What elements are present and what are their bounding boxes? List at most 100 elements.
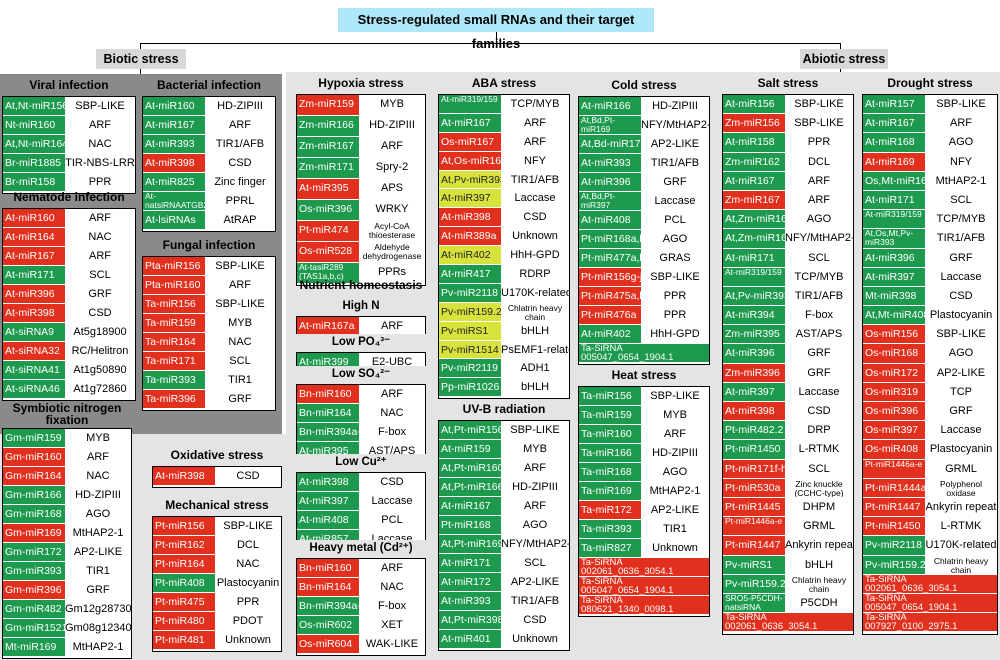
mirna-name: At-miR159 (439, 440, 501, 458)
table-row: Os-miR396 GRF (863, 402, 997, 422)
table-row: Mt-miR169 MtHAP2-1 (3, 638, 131, 657)
table-row: Gm-miR160 ARF (3, 448, 131, 467)
mirna-name: Os-miR156 (863, 325, 925, 344)
mirna-name: At-miR408 (579, 211, 641, 229)
table-row: Pt-miR1447 Ankyrin repeat (723, 536, 853, 556)
target-family: PDOT (215, 612, 281, 630)
mirna-name: Ta-miR169 (579, 482, 641, 500)
table-row: Pv-miRS1 bHLH (439, 321, 569, 341)
table-row: At,Pt-miR166 HD-ZIPIII (439, 478, 569, 497)
mirna-name: At-miR389a (439, 227, 501, 246)
table-row: Pt-miR1444a Polyphenol oxidase (863, 478, 997, 498)
table-row: At-miR398 CSD (439, 208, 569, 228)
mirna-name: At-miR167 (439, 497, 501, 515)
mirna-name: Bn-miR394a-c (297, 597, 359, 615)
target-family: NAC (65, 467, 131, 485)
mirna-name: At,Zm-miR169 (723, 229, 785, 248)
target-family: WAK-LIKE (359, 635, 425, 653)
mirna-name: Os-miR319 (863, 382, 925, 401)
target-family: PPR (215, 593, 281, 611)
mirna-name: Os-miR396 (297, 200, 359, 220)
mirna-name: At-miR157 (863, 95, 925, 114)
highn-table: At-miR167a ARF (296, 316, 426, 338)
mirna-name: At-siRNA46 (3, 380, 65, 398)
mirna-name: Pt-miR171f-h (723, 459, 785, 478)
table-row: At-miR394 F-box (723, 306, 853, 326)
table-row: Gm-miR393 TIR1 (3, 562, 131, 581)
mirna-name: At-siRNA9 (3, 323, 65, 341)
mirna-name: At-miR319/159 (863, 210, 925, 229)
table-row: At-miR156 SBP-LIKE (723, 95, 853, 115)
mirna-name: At-miR417 (439, 265, 501, 283)
bacterial-panel-title: Bacterial infection (156, 78, 262, 92)
mirna-name: At-lsiRNAs (143, 211, 205, 229)
mirna-name: Pt-miR476a (579, 306, 641, 324)
target-family: PPR (65, 173, 135, 191)
target-family: F-box (785, 306, 853, 325)
table-row: Ta-miR172 AP2-LIKE (579, 501, 709, 520)
mirna-name: At,Pt-miR398 (439, 611, 501, 629)
mirna-name: Ta-miR166 (579, 444, 641, 462)
mirna-name: Gm-miR393 (3, 562, 65, 580)
table-row: Zm-miR156 SBP-LIKE (723, 114, 853, 134)
target-family: Unknown (501, 630, 569, 648)
target-family: ARF (65, 209, 135, 227)
target-family: Laccase (925, 421, 997, 440)
table-row: Pt-miR475 PPR (153, 593, 281, 612)
mirna-name: At-miR166 (579, 97, 641, 115)
table-row: Os-miR156 SBP-LIKE (863, 325, 997, 345)
mirna-name: Gm-miR482 (3, 600, 65, 618)
mirna-name: Zm-miR395 (723, 325, 785, 344)
target-family: ARF (65, 247, 135, 265)
mirna-name: At-miR398 (153, 467, 215, 485)
target-family: HD-ZIPIII (641, 97, 709, 115)
table-row: Gm-miR168 AGO (3, 505, 131, 524)
table-row: At-miR393 TIR1/AFB (143, 135, 275, 154)
mirna-name: Gm-miR160 (3, 448, 65, 466)
target-family: SCL (925, 190, 997, 210)
mirna-name: At-miR172 (439, 573, 501, 591)
target-family: TIR1 (205, 371, 275, 389)
target-family: Plastocyanin (925, 306, 997, 325)
table-row: Pv-miR159.2 Chlatrin heavy chain (439, 302, 569, 322)
biotic-label: Biotic stress (96, 49, 186, 69)
mirna-name: At-miR398 (3, 304, 65, 322)
connector (840, 43, 841, 53)
target-family: PPR (641, 306, 709, 324)
target-family: ARF (925, 114, 997, 133)
mirna-name: Ta-miR393 (579, 520, 641, 538)
table-row: At-miR401 Unknown (439, 630, 569, 649)
target-family: Unknown (641, 539, 709, 557)
target-family: HD-ZIPIII (641, 444, 709, 462)
mirna-name: Ta-SiRNA 005047_0654_1904.1 (579, 577, 709, 595)
mirna-name: Pt-miR530a (723, 478, 785, 497)
mirna-name: At-natsiRNAATGB2 (143, 192, 205, 210)
target-family: SCL (501, 554, 569, 572)
mirna-name: Pv-miR159.2 (723, 574, 785, 593)
target-family: SBP-LIKE (925, 325, 997, 344)
mirna-name: Pt-miR156g-j (579, 268, 641, 286)
target-family: AP2-LIKE (925, 363, 997, 382)
table-row: Pv-miRS1 bHLH (723, 555, 853, 575)
mirna-name: Mt-miR169 (3, 638, 65, 656)
mirna-name: At-miR408 (297, 511, 359, 529)
mirna-name: Pta-miR156 (143, 257, 205, 275)
table-row: Pt-miR1446a-e GRML (723, 517, 853, 537)
table-row: At-miR397 Laccase (297, 492, 425, 511)
target-family: AGO (925, 344, 997, 363)
target-family: AP2-LIKE (641, 501, 709, 519)
target-family: ARF (65, 448, 131, 466)
table-row: At-miR393 TIR1/AFB (439, 592, 569, 611)
table-row: Bn-miR160 ARF (297, 385, 425, 404)
table-row: At,Pv-miR393 TIR1/AFB (439, 170, 569, 190)
target-family: NFY/MtHAP2-1 (641, 116, 709, 134)
table-row: At-miR417 RDRP (439, 265, 569, 284)
table-row: At-miR319/159 TCP/MYB (439, 95, 569, 114)
mirna-name: Pt-miR1444a (863, 478, 925, 497)
lowso-panel-title: Low SO₄²⁻ (296, 366, 426, 383)
target-family: SCL (785, 459, 853, 478)
mirna-name: At-miR395 (297, 179, 359, 199)
target-family: SBP-LIKE (205, 257, 275, 275)
target-family: SCL (205, 352, 275, 370)
